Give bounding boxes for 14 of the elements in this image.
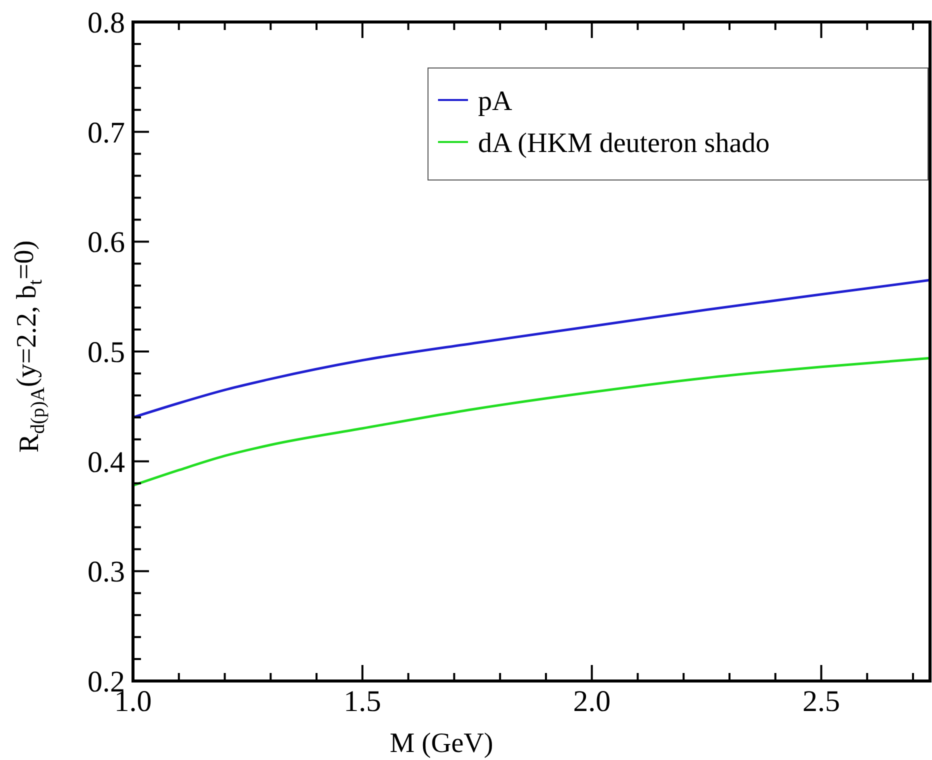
- x-tick-label: 2.0: [573, 685, 611, 718]
- x-tick-label: 2.5: [802, 685, 840, 718]
- x-axis-title: M (GeV): [390, 728, 494, 759]
- line-series: [133, 356, 930, 487]
- y-tick-label: 0.7: [88, 116, 125, 150]
- y-tick-label: 0.8: [88, 6, 125, 40]
- y-tick-label: 0.4: [88, 446, 125, 479]
- y-tick-label: 0.5: [88, 336, 125, 369]
- line-series: [133, 278, 930, 419]
- x-tick-label: 1.5: [344, 685, 382, 718]
- legend-label: dA (HKM deuteron shado: [478, 128, 770, 159]
- legend-label: pA: [478, 86, 513, 117]
- y-tick-label: 0.3: [88, 556, 125, 589]
- y-tick-label: 0.6: [88, 226, 125, 260]
